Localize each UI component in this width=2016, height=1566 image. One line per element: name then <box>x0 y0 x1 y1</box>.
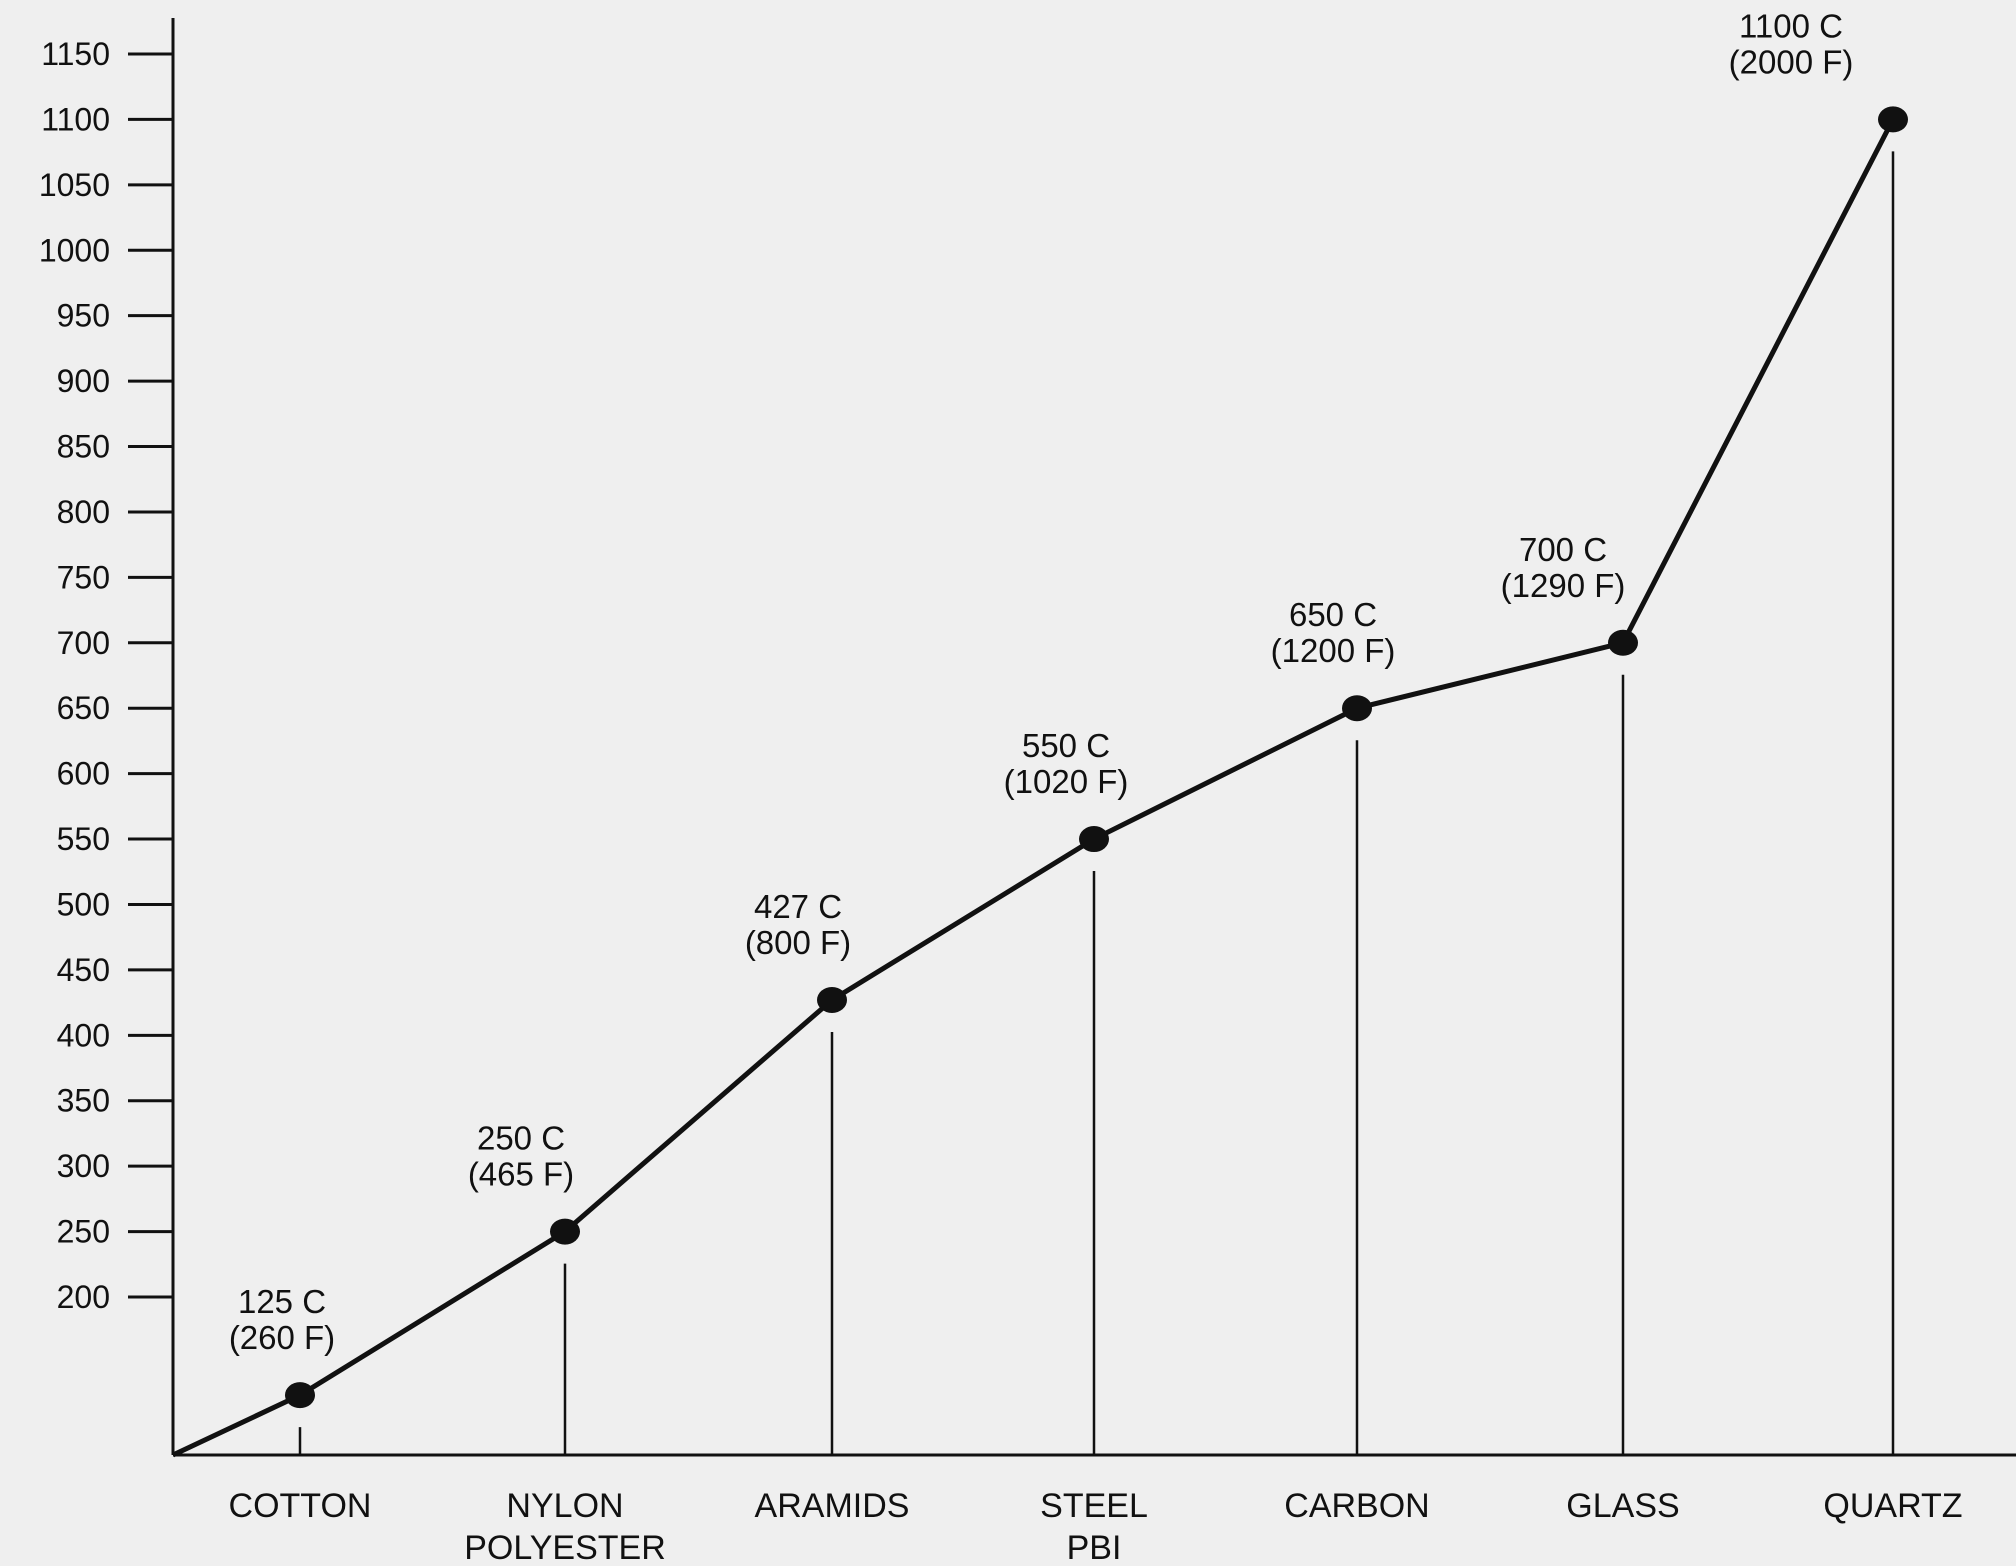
data-point <box>1342 695 1372 722</box>
x-category-label: PBI <box>1067 1529 1122 1566</box>
data-label: (465 F) <box>468 1156 574 1193</box>
data-labels: 125 C(260 F) 250 C(465 F) 427 C(800 F) 550 … <box>229 7 1854 1356</box>
data-label: (800 F) <box>745 924 851 961</box>
y-tick-label: 650 <box>57 690 110 726</box>
data-label: 125 C <box>238 1283 326 1320</box>
y-tick-label: 1150 <box>41 36 110 72</box>
x-category-label: ARAMIDS <box>755 1487 910 1525</box>
y-tick-label: 850 <box>57 429 110 465</box>
data-point <box>817 986 847 1013</box>
x-category-label: STEEL <box>1040 1487 1148 1525</box>
series-line <box>171 118 1896 1458</box>
y-tick-label: 250 <box>57 1214 110 1250</box>
x-axis-category-labels: COTTON NYLON POLYESTER ARAMIDS STEEL PBI CARBO… <box>229 1487 1963 1566</box>
y-tick-label: 750 <box>57 559 110 595</box>
x-category-label: GLASS <box>1566 1487 1679 1525</box>
x-category-label: CARBON <box>1284 1487 1429 1525</box>
y-tick-label: 200 <box>57 1279 110 1315</box>
y-tick-label: 300 <box>57 1148 110 1184</box>
data-label: 700 C <box>1519 531 1607 568</box>
y-tick-label: 350 <box>57 1083 110 1119</box>
x-category-label: QUARTZ <box>1823 1487 1962 1525</box>
data-point <box>1079 826 1109 853</box>
data-label: 250 C <box>477 1120 565 1157</box>
y-tick-label: 700 <box>57 625 110 661</box>
data-label: (1200 F) <box>1271 632 1396 669</box>
data-label: 650 C <box>1289 596 1377 633</box>
drop-lines <box>298 151 1895 1455</box>
x-category-label: NYLON <box>506 1487 623 1525</box>
y-tick-label: 950 <box>57 298 110 334</box>
data-label: (1020 F) <box>1004 763 1129 800</box>
y-tick-label: 400 <box>57 1017 110 1053</box>
y-tick-label: 450 <box>57 952 110 988</box>
data-label: (1290 F) <box>1501 567 1626 604</box>
series-line-path <box>171 118 1896 1458</box>
y-tick-label: 1050 <box>39 167 110 203</box>
data-point <box>550 1218 580 1245</box>
y-tick-label: 900 <box>57 363 110 399</box>
data-point <box>1608 629 1638 656</box>
data-point <box>1878 106 1908 133</box>
x-category-label: POLYESTER <box>464 1529 666 1566</box>
data-label: 1100 C <box>1739 7 1843 44</box>
y-tick-label: 500 <box>57 886 110 922</box>
data-label: (260 F) <box>229 1319 335 1356</box>
data-point <box>285 1382 315 1409</box>
data-label: (2000 F) <box>1729 43 1854 80</box>
y-tick-label: 1000 <box>39 232 110 268</box>
x-category-label: COTTON <box>229 1487 372 1525</box>
data-label: 550 C <box>1022 727 1110 764</box>
y-tick-label: 550 <box>57 821 110 857</box>
y-tick-label: 600 <box>57 756 110 792</box>
y-axis-ticks: 200 250 300 350 400 450 500 550 600 650 700 750 800 8… <box>39 36 173 1315</box>
data-points <box>285 106 1908 1409</box>
y-tick-label: 1100 <box>41 101 110 137</box>
y-tick-label: 800 <box>57 494 110 530</box>
data-label: 427 C <box>754 888 842 925</box>
